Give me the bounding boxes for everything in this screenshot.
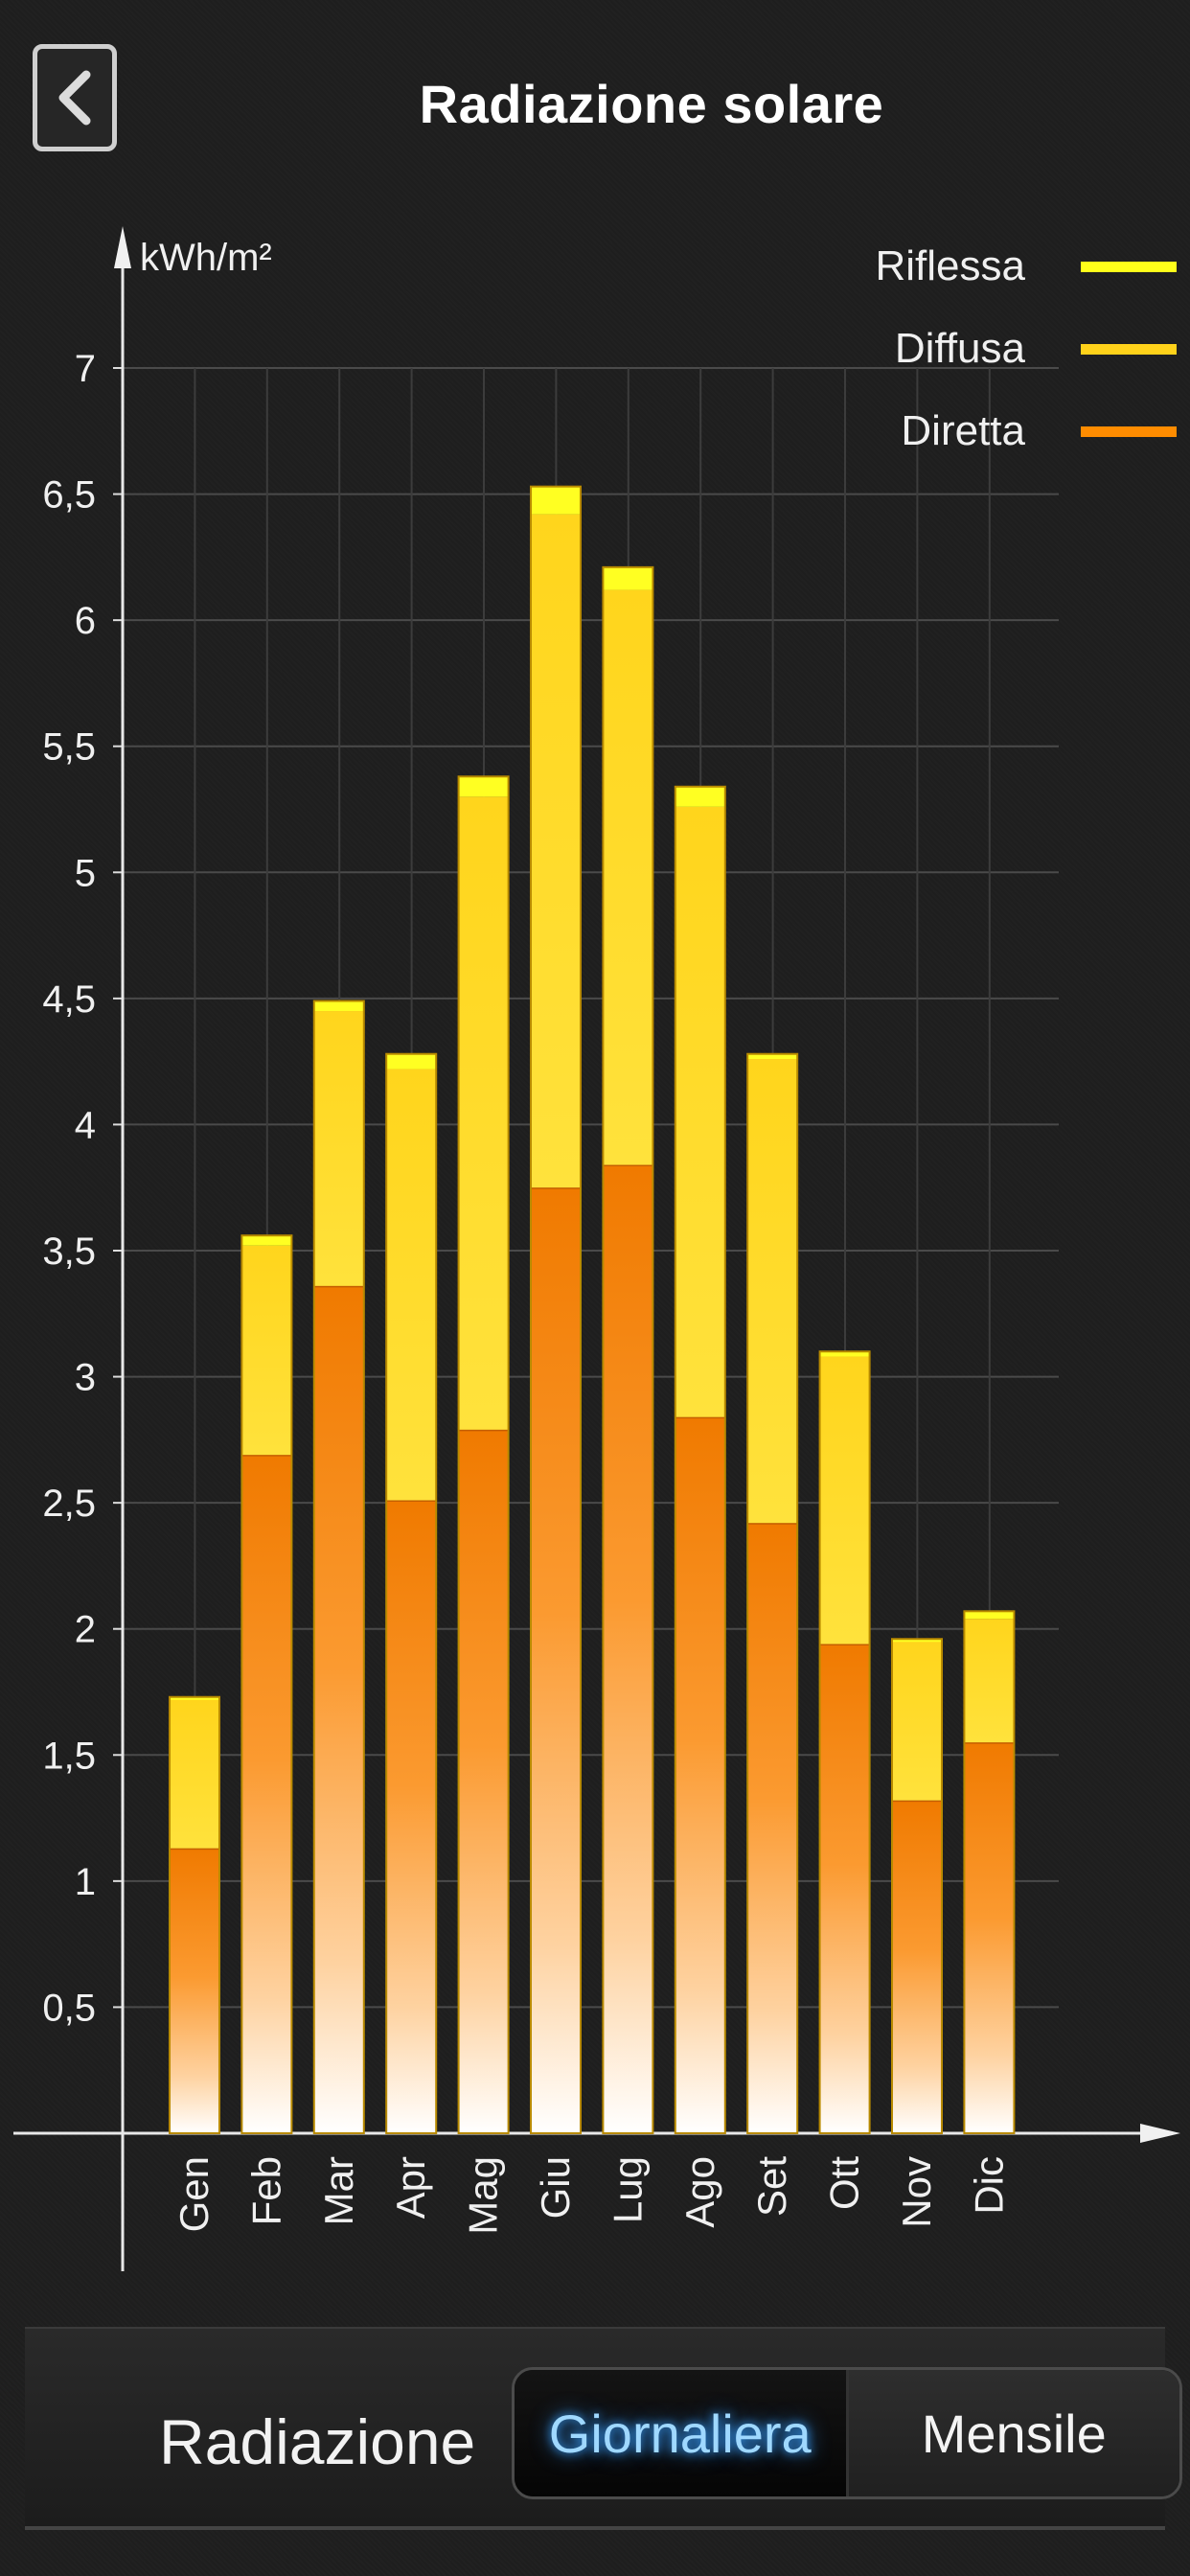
bar-diretta-gen <box>170 1848 219 2133</box>
bar-outline-gen <box>169 1695 220 2134</box>
x-tick-label-set: Set <box>749 2156 794 2217</box>
y-tick-label: 0,5 <box>42 1987 96 2029</box>
bar-diffusa-ago <box>675 806 725 1417</box>
footer-bar: Radiazione Giornaliera Mensile <box>25 2327 1182 2530</box>
bar-riflessa-apr <box>386 1053 437 1070</box>
bar-outline-ott <box>818 1350 871 2135</box>
bar-outline-feb <box>240 1234 293 2134</box>
y-tick-label: 4,5 <box>42 978 96 1021</box>
mensile-button[interactable]: Mensile <box>848 2370 1179 2496</box>
back-button[interactable] <box>33 44 117 151</box>
y-tick-label: 6 <box>75 600 96 642</box>
bar-riflessa-mag <box>458 776 509 797</box>
bar-diffusa-giu <box>531 514 581 1188</box>
bar-diffusa-apr <box>386 1069 437 1501</box>
bar-diffusa-lug <box>603 589 653 1165</box>
header: Radiazione solare <box>0 0 1190 211</box>
chevron-left-icon <box>58 70 91 126</box>
bar-riflessa-dic <box>964 1611 1015 1620</box>
x-tick-label-feb: Feb <box>243 2156 288 2225</box>
x-tick-label-dic: Dic <box>966 2156 1011 2215</box>
giornaliera-button[interactable]: Giornaliera <box>515 2370 849 2496</box>
y-tick-label: 2 <box>75 1609 96 1651</box>
bar-outline-set <box>746 1052 799 2134</box>
legend-swatch-diretta <box>1081 426 1177 437</box>
bar-outline-apr <box>385 1052 438 2134</box>
y-axis-unit-label: kWh/m² <box>140 237 272 279</box>
x-tick-label-giu: Giu <box>533 2156 578 2219</box>
bar-diretta-nov <box>892 1800 942 2133</box>
legend-swatch-riflessa <box>1081 262 1177 272</box>
bar-outline-dic <box>963 1610 1016 2134</box>
bar-outline-lug <box>602 565 654 2135</box>
bar-riflessa-mar <box>313 1000 364 1012</box>
bar-riflessa-giu <box>531 486 581 515</box>
bar-diretta-mar <box>313 1285 364 2133</box>
y-tick-label: 5,5 <box>42 726 96 769</box>
bar-diffusa-mar <box>313 1011 364 1286</box>
bar-riflessa-ago <box>675 786 725 807</box>
bar-riflessa-ott <box>819 1351 870 1357</box>
bar-outline-mar <box>312 1000 365 2134</box>
bar-diffusa-nov <box>892 1641 942 1801</box>
x-tick-label-mar: Mar <box>316 2156 361 2225</box>
x-tick-label-ago: Ago <box>677 2156 722 2228</box>
bar-outline-giu <box>530 485 582 2135</box>
bar-outline-ago <box>674 785 726 2134</box>
y-tick-label: 1 <box>75 1861 96 1903</box>
x-tick-label-gen: Gen <box>172 2156 217 2232</box>
x-tick-label-ott: Ott <box>822 2156 867 2210</box>
bar-diffusa-set <box>747 1059 798 1524</box>
y-tick-label: 2,5 <box>42 1483 96 1525</box>
x-tick-label-mag: Mag <box>461 2156 506 2235</box>
solar-radiation-chart: 0,5 1 1,5 2 2,5 3 3,5 4 4,5 5 5,5 6 6,5 7 kWh/m² Rifles… <box>13 226 1180 2271</box>
x-tick-label-nov: Nov <box>894 2156 939 2228</box>
y-tick-label: 6,5 <box>42 474 96 517</box>
legend-swatch-diffusa <box>1081 344 1177 355</box>
y-axis-arrow <box>114 226 131 268</box>
legend-label-diretta: Diretta <box>901 407 1025 454</box>
bar-diffusa-dic <box>964 1619 1015 1743</box>
bar-diretta-dic <box>964 1742 1015 2133</box>
x-axis-arrow <box>1140 2124 1180 2143</box>
bar-diretta-set <box>747 1523 798 2133</box>
bar-diffusa-feb <box>241 1245 292 1456</box>
x-tick-label-apr: Apr <box>388 2156 433 2219</box>
y-tick-label: 1,5 <box>42 1735 96 1777</box>
bar-riflessa-gen <box>170 1696 219 1700</box>
x-tick-label-lug: Lug <box>605 2156 650 2223</box>
page-title: Radiazione solare <box>419 74 884 134</box>
bar-riflessa-lug <box>603 566 653 590</box>
y-tick-label: 3,5 <box>42 1230 96 1273</box>
bar-diretta-ott <box>819 1644 870 2133</box>
bar-diffusa-ott <box>819 1356 870 1644</box>
bar-outline-nov <box>891 1638 943 2134</box>
bar-outline-mag <box>457 775 510 2135</box>
y-tick-label: 7 <box>75 348 96 390</box>
bar-diretta-giu <box>531 1187 581 2133</box>
legend-label-riflessa: Riflessa <box>876 242 1026 289</box>
y-tick-label: 3 <box>75 1357 96 1399</box>
bar-diretta-feb <box>241 1455 292 2133</box>
bar-diretta-apr <box>386 1500 437 2133</box>
bar-riflessa-nov <box>892 1639 942 1643</box>
bar-riflessa-feb <box>241 1235 292 1246</box>
bar-diffusa-gen <box>170 1699 219 1849</box>
bar-riflessa-set <box>747 1053 798 1060</box>
y-tick-label: 4 <box>75 1104 96 1146</box>
radiation-label: Radiazione <box>159 2406 476 2477</box>
bar-diretta-lug <box>603 1164 653 2133</box>
period-segmented-control[interactable]: Giornaliera Mensile <box>512 2367 1182 2499</box>
bar-diffusa-mag <box>458 796 509 1430</box>
bar-diretta-ago <box>675 1416 725 2133</box>
legend-label-diffusa: Diffusa <box>895 325 1026 372</box>
y-tick-label: 5 <box>75 852 96 894</box>
bar-diretta-mag <box>458 1429 509 2133</box>
